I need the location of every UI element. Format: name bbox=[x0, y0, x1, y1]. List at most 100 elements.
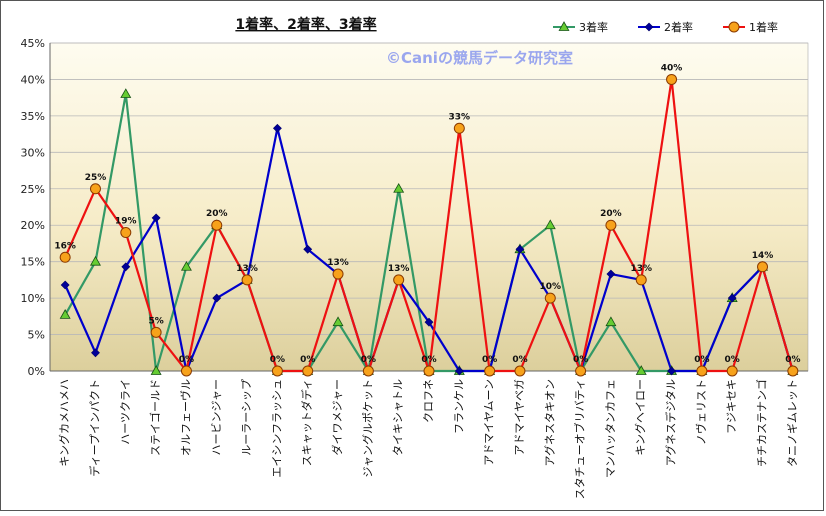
x-tick-label: タイキシャトル bbox=[392, 379, 405, 456]
data-label: 0% bbox=[482, 355, 497, 365]
watermark-text: ©Caniの競馬データ研究室 bbox=[386, 49, 573, 67]
y-tick-label: 30% bbox=[21, 146, 45, 159]
point-marker bbox=[241, 274, 253, 286]
data-label: 0% bbox=[573, 355, 588, 365]
point-marker bbox=[302, 365, 314, 377]
point-marker bbox=[787, 365, 799, 377]
data-label: 13% bbox=[388, 264, 410, 274]
data-label: 0% bbox=[421, 355, 436, 365]
point-marker bbox=[667, 366, 676, 376]
point-marker bbox=[121, 262, 131, 272]
data-label: 0% bbox=[725, 355, 740, 365]
data-label: 0% bbox=[179, 355, 194, 365]
legend: 3着率 2着率 1着率 bbox=[553, 20, 778, 34]
point-marker bbox=[362, 365, 374, 377]
x-tick-label: キングカメハメハ bbox=[57, 379, 71, 467]
data-label: 13% bbox=[630, 264, 652, 274]
point-marker bbox=[59, 309, 71, 319]
legend-label: 3着率 bbox=[579, 20, 608, 34]
legend-label: 2着率 bbox=[664, 20, 693, 34]
x-tick-label: クロフネ bbox=[422, 379, 435, 423]
point-marker bbox=[605, 316, 617, 327]
y-tick-label: 25% bbox=[21, 183, 45, 196]
point-marker bbox=[332, 268, 344, 280]
chart-title: 1着率、2着率、3着率 bbox=[235, 16, 376, 33]
y-tick-label: 10% bbox=[21, 292, 45, 305]
y-tick-label: 45% bbox=[21, 37, 45, 50]
data-labels: 16% 25% 19% 5% 0% 20% 13% 0% 0% 13% 0% 13% 0% 33% 0% 0%… bbox=[54, 63, 800, 365]
data-label: 0% bbox=[361, 355, 376, 365]
data-label: 13% bbox=[327, 258, 349, 268]
y-tick-label: 0% bbox=[28, 365, 45, 378]
point-marker bbox=[393, 274, 405, 286]
data-label: 19% bbox=[115, 217, 137, 227]
x-tick-label: マンハッタンカフェ bbox=[604, 379, 617, 478]
data-label: 0% bbox=[785, 355, 800, 365]
point-marker bbox=[303, 244, 313, 254]
x-tick-label: ディープインパクト bbox=[87, 379, 101, 477]
point-marker bbox=[211, 219, 223, 231]
point-marker bbox=[605, 219, 617, 231]
legend-label: 1着率 bbox=[749, 20, 778, 34]
x-tick-label: アグネスタキオン bbox=[542, 379, 556, 466]
x-tick-label: スキャットダディ bbox=[300, 379, 314, 466]
point-marker bbox=[727, 293, 737, 303]
point-marker bbox=[484, 365, 496, 377]
data-label: 40% bbox=[661, 63, 683, 73]
x-tick-label: ノヴェリスト bbox=[694, 379, 708, 445]
point-marker bbox=[635, 274, 647, 286]
data-label: 25% bbox=[85, 173, 107, 183]
point-marker bbox=[151, 213, 161, 223]
data-label: 20% bbox=[206, 209, 228, 219]
x-tick-label: フランケル bbox=[452, 379, 465, 434]
y-tick-label: 15% bbox=[21, 256, 45, 269]
x-tick-label: ジャングルポケット bbox=[360, 379, 374, 477]
point-marker bbox=[606, 269, 616, 279]
x-tick-label: アグネスデジタル bbox=[664, 379, 678, 466]
x-tick-label: ハービンジャー bbox=[210, 379, 223, 455]
x-tick-label: タニノギムレット bbox=[786, 379, 799, 467]
point-marker bbox=[393, 182, 405, 193]
point-marker bbox=[558, 21, 570, 31]
data-label: 14% bbox=[752, 251, 774, 261]
point-marker bbox=[424, 317, 434, 327]
point-marker bbox=[180, 365, 192, 377]
point-marker bbox=[91, 348, 100, 358]
point-marker bbox=[544, 292, 556, 304]
point-marker bbox=[544, 219, 556, 230]
point-marker bbox=[272, 123, 282, 133]
point-marker bbox=[423, 365, 435, 377]
point-marker bbox=[89, 255, 101, 266]
y-tick-label: 5% bbox=[28, 329, 45, 342]
point-marker bbox=[120, 227, 132, 239]
data-label: 5% bbox=[148, 316, 163, 326]
x-tick-label: キングヘイロー bbox=[633, 379, 647, 456]
point-marker bbox=[120, 88, 132, 98]
point-marker bbox=[635, 365, 647, 375]
point-marker bbox=[180, 260, 192, 271]
point-marker bbox=[575, 365, 587, 377]
point-marker bbox=[150, 326, 162, 338]
x-tick-label: ステイゴールド bbox=[148, 379, 162, 456]
y-tick-label: 40% bbox=[21, 73, 45, 86]
data-label: 33% bbox=[449, 112, 471, 122]
point-marker bbox=[696, 365, 708, 377]
x-tick-label: ハーツクライ bbox=[119, 379, 132, 445]
y-axis-ticks: 0% 5% 10% 15% 20% 25% 30% 35% 40% 45% bbox=[21, 37, 45, 378]
y-tick-label: 35% bbox=[21, 110, 45, 123]
x-axis-ticks: キングカメハメハ ディープインパクト ハーツクライ ステイゴールド オルフェーヴル ハービ… bbox=[57, 379, 799, 499]
point-marker bbox=[271, 365, 283, 377]
point-marker bbox=[514, 365, 526, 377]
point-marker bbox=[726, 365, 738, 377]
point-marker bbox=[60, 280, 70, 290]
point-marker bbox=[644, 22, 654, 32]
point-marker bbox=[454, 366, 464, 376]
data-label: 0% bbox=[300, 355, 315, 365]
y-tick-label: 20% bbox=[21, 219, 45, 232]
data-label: 0% bbox=[694, 355, 709, 365]
x-tick-label: アドマイヤムーン bbox=[483, 379, 496, 466]
x-tick-label: アドマイヤベガ bbox=[513, 379, 526, 456]
point-marker bbox=[666, 73, 678, 85]
